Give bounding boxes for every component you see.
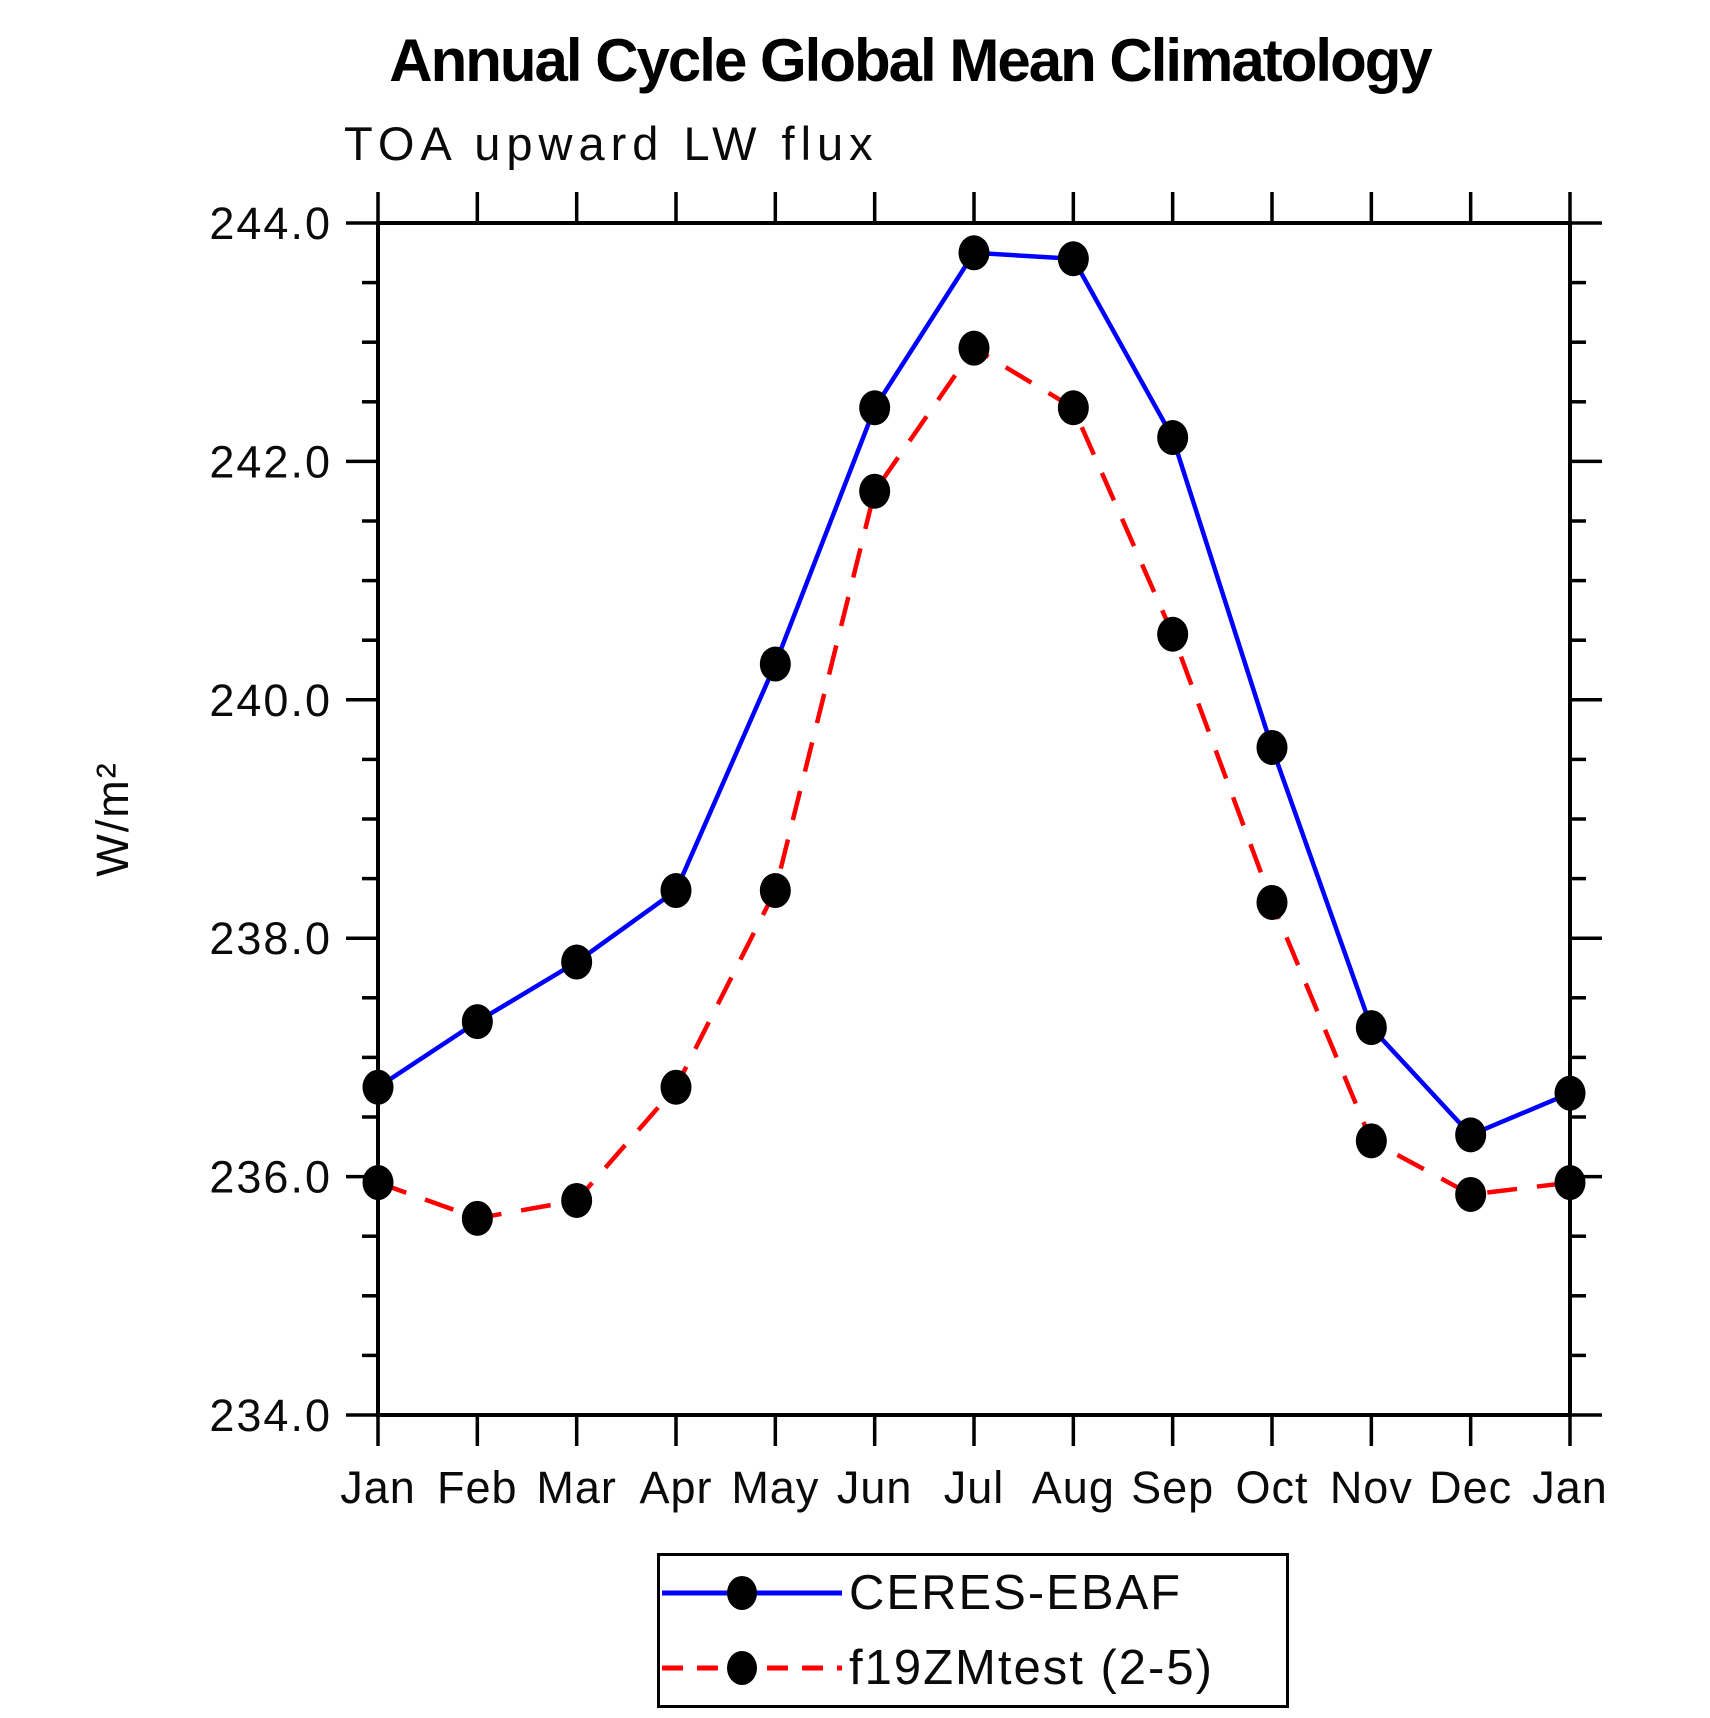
series-1-marker	[461, 1200, 493, 1236]
series-0-marker	[362, 1069, 394, 1105]
series-0-marker	[859, 390, 891, 426]
legend-item-f19zmtest: f19ZMtest (2-5)	[660, 1631, 1286, 1706]
series-0-marker	[1355, 1010, 1387, 1046]
x-tick-label: May	[731, 1462, 819, 1513]
series-1-marker	[1256, 884, 1288, 920]
x-tick-label: Feb	[437, 1462, 518, 1513]
x-tick-label: Dec	[1429, 1462, 1512, 1513]
x-tick-label: Jun	[837, 1462, 913, 1513]
x-tick-label: Jan	[1532, 1462, 1608, 1513]
series-0-marker	[958, 235, 990, 271]
series-1-marker	[362, 1165, 394, 1201]
x-tick-label: Nov	[1330, 1462, 1413, 1513]
y-tick-label: 242.0	[209, 436, 332, 487]
series-0-marker	[1256, 729, 1288, 765]
y-tick-label: 238.0	[209, 913, 332, 964]
chart-title: Annual Cycle Global Mean Climatology	[389, 27, 1433, 94]
legend-marker-icon	[727, 1576, 757, 1611]
x-tick-label: Aug	[1032, 1462, 1115, 1513]
chart-subtitle: TOA upward LW flux	[344, 117, 879, 170]
series-line-0	[376, 250, 1571, 1138]
series-1-marker	[561, 1182, 593, 1218]
series-0-marker	[1057, 241, 1089, 277]
x-tick-label: Apr	[639, 1462, 712, 1513]
y-tick-label: 244.0	[209, 198, 332, 249]
y-tick-label: 236.0	[209, 1152, 332, 1203]
series-0-marker	[461, 1004, 493, 1040]
x-tick-label: Mar	[536, 1462, 617, 1513]
series-0-marker	[1554, 1075, 1586, 1111]
series-0-marker	[1455, 1117, 1487, 1153]
series-0-marker	[1157, 420, 1189, 456]
plot-frame	[376, 221, 1572, 1417]
series-0-marker	[660, 873, 692, 909]
series-1-marker	[1455, 1176, 1487, 1212]
series-1-marker	[1057, 390, 1089, 426]
series-1-marker	[759, 873, 791, 909]
x-tick-label: Jan	[340, 1462, 416, 1513]
legend-box: CERES-EBAF f19ZMtest (2-5)	[657, 1553, 1289, 1708]
series-1-marker	[958, 330, 990, 366]
legend-line-sample-ceres-ebaf	[662, 1576, 842, 1611]
series-1-marker	[1157, 616, 1189, 652]
y-tick-label: 234.0	[209, 1390, 332, 1441]
legend-line-sample-f19zmtest	[662, 1650, 842, 1685]
x-tick-label: Jul	[944, 1462, 1005, 1513]
series-1-marker	[1554, 1165, 1586, 1201]
legend-label: f19ZMtest (2-5)	[849, 1640, 1214, 1695]
y-tick-label: 240.0	[209, 675, 332, 726]
y-axis-title: W/m²	[87, 761, 138, 876]
legend-item-ceres-ebaf: CERES-EBAF	[660, 1556, 1286, 1631]
series-line-1	[377, 345, 1571, 1221]
series-0-marker	[759, 646, 791, 682]
series-0-marker	[561, 944, 593, 980]
series-1-marker	[859, 473, 891, 509]
x-tick-label: Sep	[1131, 1462, 1214, 1513]
legend-marker-icon	[727, 1650, 757, 1685]
x-tick-label: Oct	[1235, 1462, 1308, 1513]
legend-label: CERES-EBAF	[849, 1566, 1183, 1621]
series-1-marker	[660, 1069, 692, 1105]
series-1-marker	[1355, 1123, 1387, 1159]
